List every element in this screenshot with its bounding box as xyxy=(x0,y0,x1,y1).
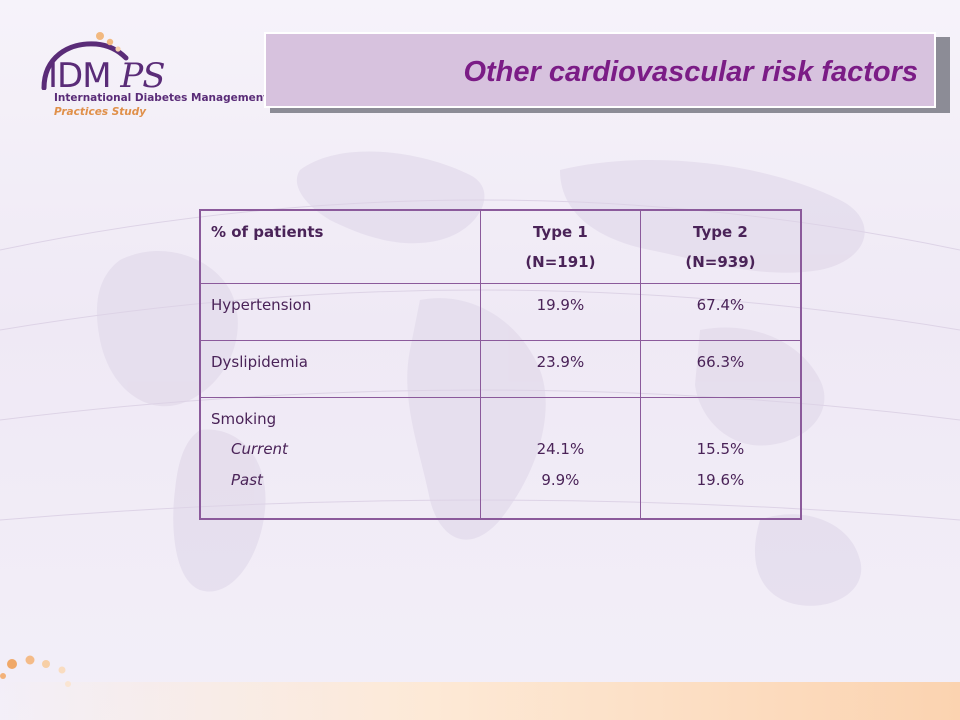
logo-arc-icon xyxy=(41,32,129,90)
idmps-logo: IDM PS International Diabetes Management… xyxy=(30,18,268,128)
row-label: Smoking xyxy=(211,410,277,428)
header-cell-label: % of patients xyxy=(199,209,481,284)
type2-past-value: 19.6% xyxy=(696,471,745,489)
page-title: Other cardiovascular risk factors xyxy=(463,56,918,88)
table-header-row: % of patients Type 1 (N=191) Type 2 (N=9… xyxy=(199,209,802,284)
header-cell-type2: Type 2 (N=939) xyxy=(639,209,802,284)
bottom-peach-band xyxy=(0,682,960,720)
title-banner: Other cardiovascular risk factors xyxy=(264,32,936,108)
sub-label-past: Past xyxy=(231,471,263,489)
logo-subtagline: Practices Study xyxy=(54,106,147,118)
row-label: Dyslipidemia xyxy=(211,353,308,371)
type1-value: 23.9% xyxy=(536,353,585,371)
type2-current-value: 15.5% xyxy=(696,440,745,458)
table-row: Dyslipidemia 23.9% 66.3% xyxy=(199,340,802,398)
type2-value: 66.3% xyxy=(696,353,745,371)
table-row-smoking: Smoking Current Past 24.1% 9.9% 15.5% 19… xyxy=(199,397,802,520)
type2-value: 67.4% xyxy=(696,296,745,314)
type1-value: 19.9% xyxy=(536,296,585,314)
decorative-dots-icon xyxy=(0,655,71,687)
logo-wordmark: IDM PS xyxy=(48,56,166,96)
row-label: Hypertension xyxy=(211,296,312,314)
sub-label-current: Current xyxy=(231,440,288,458)
table-row: Hypertension 19.9% 67.4% xyxy=(199,283,802,341)
risk-factors-table: % of patients Type 1 (N=191) Type 2 (N=9… xyxy=(199,209,802,520)
logo-tagline: International Diabetes Management xyxy=(54,92,269,104)
header-cell-type1: Type 1 (N=191) xyxy=(479,209,641,284)
type1-past-value: 9.9% xyxy=(541,471,580,489)
type1-current-value: 24.1% xyxy=(536,440,585,458)
